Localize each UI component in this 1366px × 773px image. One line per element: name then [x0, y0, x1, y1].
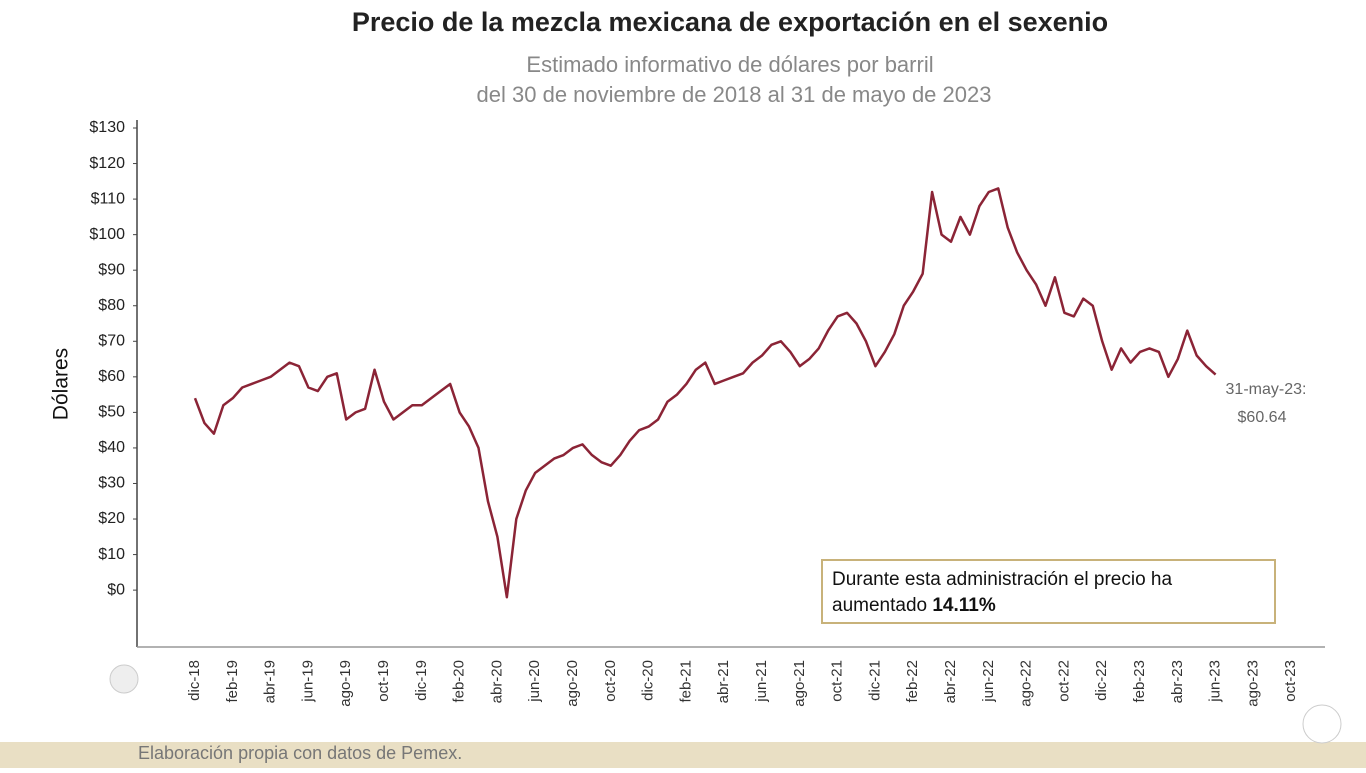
- y-tick-label: $80: [98, 297, 125, 314]
- x-tick-label: jun-23: [1207, 660, 1224, 703]
- x-tick-label: oct-21: [829, 660, 846, 702]
- y-tick-label: $50: [98, 404, 125, 421]
- x-tick-label: jun-22: [980, 660, 997, 703]
- note-text: Durante esta administración el precio ha: [832, 569, 1173, 590]
- x-tick-label: jun-20: [526, 660, 543, 703]
- x-tick-label: ago-20: [564, 660, 581, 707]
- end-label: 31-may-23:: [1226, 381, 1307, 398]
- source-note: Elaboración propia con datos de Pemex.: [138, 743, 462, 763]
- x-tick-label: ago-19: [337, 660, 354, 707]
- chart-title: Precio de la mezcla mexicana de exportac…: [352, 7, 1108, 37]
- x-tick-label: oct-19: [375, 660, 392, 702]
- y-tick-label: $120: [89, 155, 125, 172]
- x-tick-label: ago-22: [1018, 660, 1035, 707]
- x-tick-label: jun-19: [299, 660, 316, 703]
- chart-subtitle: Estimado informativo de dólares por barr…: [526, 52, 933, 77]
- x-tick-label: feb-19: [224, 660, 241, 703]
- x-tick-label: abr-21: [715, 660, 732, 703]
- x-tick-label: dic-19: [413, 660, 430, 701]
- x-tick-label: feb-23: [1131, 660, 1148, 703]
- x-tick-label: abr-20: [488, 660, 505, 703]
- y-tick-label: $0: [107, 581, 125, 598]
- note-text: aumentado 14.11%: [832, 595, 996, 616]
- y-tick-label: $40: [98, 439, 125, 456]
- seal-icon: [109, 664, 139, 694]
- x-tick-label: abr-19: [262, 660, 279, 703]
- y-tick-label: $100: [89, 226, 125, 243]
- x-tick-label: abr-23: [1169, 660, 1186, 703]
- note-box: [821, 559, 1276, 624]
- footer-band: [0, 742, 1366, 768]
- y-tick-label: $90: [98, 261, 125, 278]
- price-line: [193, 187, 1217, 599]
- x-tick-label: dic-22: [1093, 660, 1110, 701]
- y-tick-label: $70: [98, 333, 125, 350]
- x-tick-label: ago-21: [791, 660, 808, 707]
- x-tick-label: oct-22: [1055, 660, 1072, 702]
- logo-icon: [1302, 704, 1342, 744]
- y-tick-label: $10: [98, 546, 125, 563]
- x-tick-label: abr-22: [942, 660, 959, 703]
- chart-subtitle: del 30 de noviembre de 2018 al 31 de may…: [477, 82, 992, 107]
- x-tick-label: oct-23: [1282, 660, 1299, 702]
- y-axis-label: Dólares: [50, 348, 73, 420]
- note-text: aumentado: [832, 595, 927, 616]
- x-tick-label: feb-20: [451, 660, 468, 703]
- y-tick-label: $20: [98, 510, 125, 527]
- x-tick-label: feb-22: [904, 660, 921, 703]
- x-tick-label: dic-21: [866, 660, 883, 701]
- note-highlight: 14.11%: [932, 595, 995, 616]
- x-tick-label: dic-18: [186, 660, 203, 701]
- y-tick-label: $130: [89, 119, 125, 136]
- y-tick-label: $60: [98, 368, 125, 385]
- x-tick-label: jun-21: [753, 660, 770, 703]
- end-label: $60.64: [1238, 409, 1287, 426]
- x-tick-label: feb-21: [677, 660, 694, 703]
- y-tick-label: $110: [91, 190, 126, 207]
- x-tick-label: dic-20: [640, 660, 657, 701]
- y-tick-label: $30: [98, 475, 125, 492]
- x-tick-label: ago-23: [1244, 660, 1261, 707]
- x-tick-label: oct-20: [602, 660, 619, 702]
